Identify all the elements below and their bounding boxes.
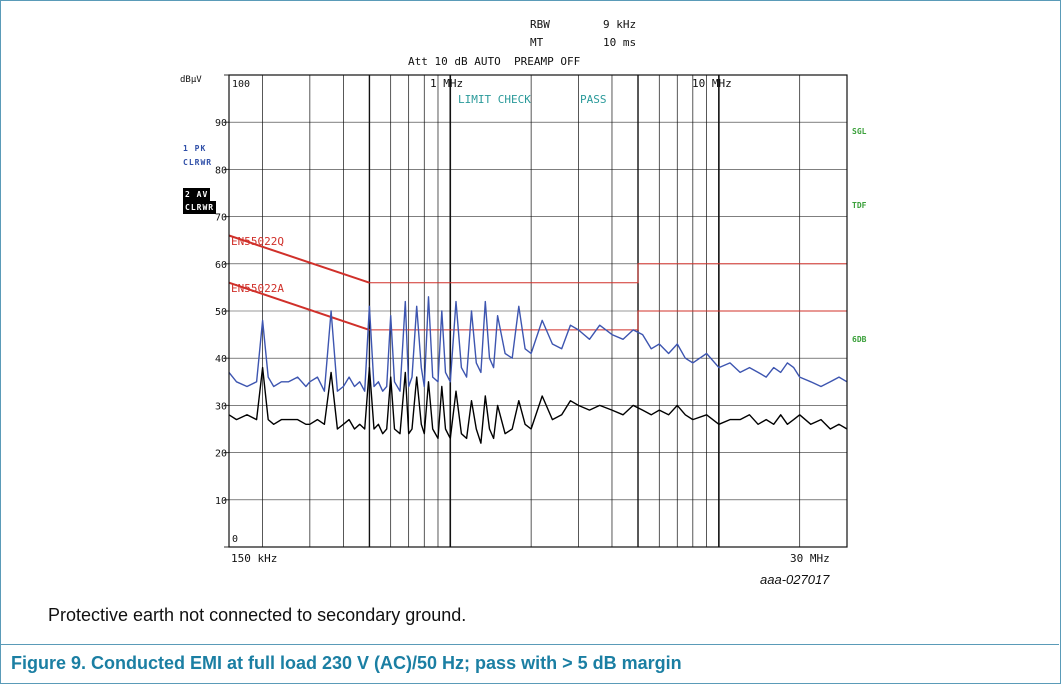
plot-border <box>228 74 848 548</box>
y-tick-label: 80 <box>215 165 227 176</box>
x-tick-1mhz: 1 MHz <box>430 77 463 90</box>
average-trace <box>228 366 848 444</box>
limit-line-EN55022Q <box>369 263 847 284</box>
sgl-indicator: SGL <box>852 127 867 136</box>
y-axis-unit: dBµV <box>180 75 202 85</box>
x-tick-start: 150 kHz <box>231 552 277 565</box>
x-tick-end: 30 MHz <box>790 552 830 565</box>
y-tick-label: 30 <box>215 401 227 412</box>
y-tick-label: 50 <box>215 307 227 318</box>
document-id: aaa-027017 <box>760 572 830 587</box>
limit-slope-EN55022A <box>228 281 370 331</box>
mt-label: MT <box>530 36 544 49</box>
trace2-mode: CLRWR <box>183 201 217 214</box>
y-tick-label: 70 <box>215 213 227 224</box>
figure-caption: Figure 9. Conducted EMI at full load 230… <box>11 653 682 673</box>
trace1-mode: CLRWR <box>183 158 213 167</box>
6db-indicator: 6DB <box>852 335 867 344</box>
limit-check-label: LIMIT CHECK <box>458 93 531 106</box>
x-tick-10mhz: 10 MHz <box>692 77 732 90</box>
y-tick-label: 40 <box>215 354 227 365</box>
trace1-label: 1 PK <box>183 144 207 153</box>
mt-value: 10 ms <box>603 36 637 49</box>
rbw-label: RBW <box>530 18 550 31</box>
trace2-label: 2 AV <box>183 188 211 201</box>
rbw-value: 9 kHz <box>603 18 637 31</box>
limit-a-label: EN55022A <box>231 282 284 295</box>
y-tick-label: 90 <box>215 118 227 129</box>
y-tick-label: 20 <box>215 449 227 460</box>
limit-slope-EN55022Q <box>228 234 370 284</box>
y-tick-label: 60 <box>215 260 227 271</box>
y-tick-label: 10 <box>215 496 227 507</box>
traces <box>228 296 848 444</box>
peak-trace <box>228 296 848 392</box>
trace1-legend: 1 PK CLRWR <box>183 142 212 170</box>
y-tick-label: 100 <box>232 79 250 90</box>
limit-q-label: EN55022Q <box>231 235 284 248</box>
pass-label: PASS <box>580 93 607 106</box>
y-tick-label: 0 <box>232 534 238 545</box>
limit-line-EN55022A <box>369 310 847 331</box>
limit-lines <box>228 234 847 331</box>
trace2-legend: 2 AV CLRWR <box>183 188 217 214</box>
attenuation-line: Att 10 dB AUTO PREAMP OFF <box>408 55 581 68</box>
caption-divider <box>0 644 1059 645</box>
figure-note: Protective earth not connected to second… <box>48 605 467 625</box>
tdf-indicator: TDF <box>852 201 867 210</box>
